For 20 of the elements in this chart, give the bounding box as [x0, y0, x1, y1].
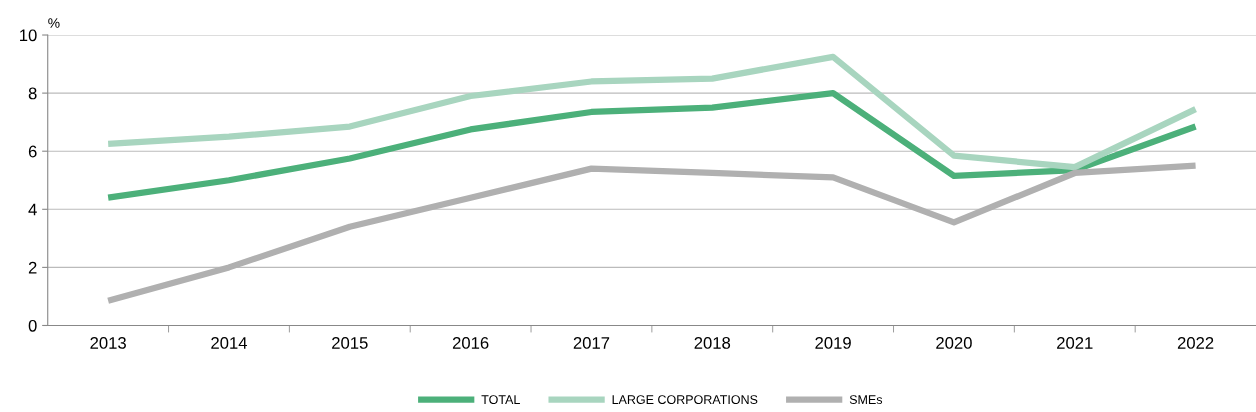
x-tick-label: 2017 [573, 337, 610, 349]
legend-label: LARGE CORPORATIONS [612, 395, 758, 404]
x-tick-label: 2016 [452, 337, 489, 349]
x-tick-label: 2015 [332, 337, 368, 349]
y-tick-label: 6 [28, 145, 37, 158]
x-tick-label: 2022 [1177, 337, 1214, 349]
x-tick-label: 2020 [936, 337, 972, 349]
x-tick-label: 2014 [211, 337, 248, 349]
y-tick-label: 10 [20, 29, 37, 42]
y-tick-label: 8 [28, 87, 37, 100]
y-tick-label: 4 [28, 203, 37, 216]
y-tick-label: 0 [28, 319, 37, 332]
x-tick-label: 2018 [694, 337, 731, 349]
y-axis-title: % [48, 18, 60, 28]
x-tick-label: 2013 [90, 337, 126, 349]
x-tick-label: 2019 [815, 337, 851, 349]
y-tick-label: 2 [28, 261, 37, 274]
x-tick-label: 2021 [1057, 337, 1093, 349]
legend-label: TOTAL [481, 395, 520, 404]
legend-label: SMEs [849, 395, 883, 404]
